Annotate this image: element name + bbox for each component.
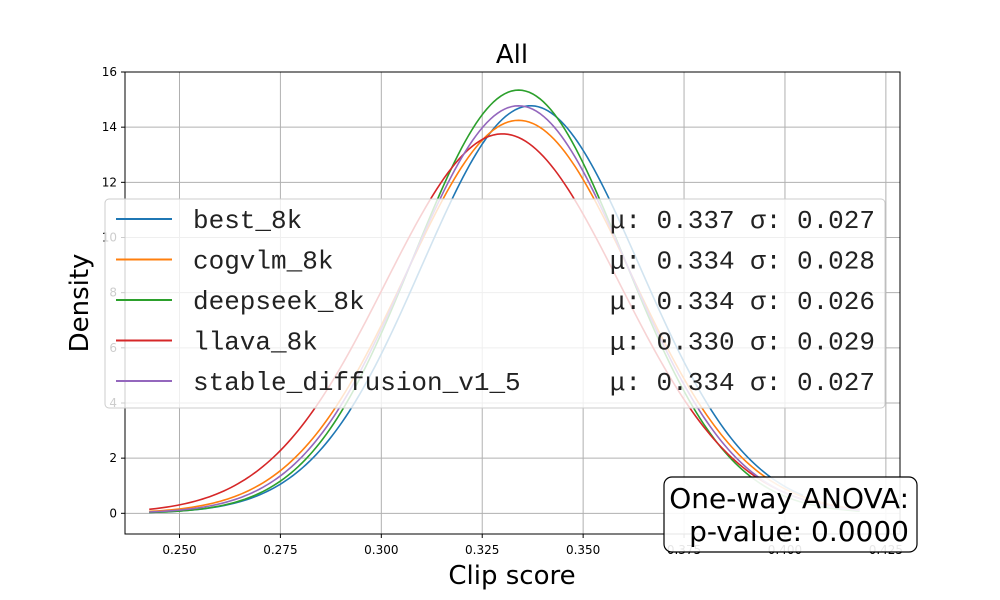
x-tick-label: 0.275 — [263, 543, 297, 557]
anova-box — [663, 476, 918, 553]
y-tick-label: 16 — [102, 65, 117, 79]
y-tick-label: 2 — [109, 451, 117, 465]
anova-title: One-way ANOVA: — [669, 482, 909, 515]
legend-stats: μ: 0.330 σ: 0.029 — [610, 328, 875, 358]
chart-title: All — [496, 40, 528, 70]
x-tick-label: 0.325 — [465, 543, 499, 557]
density-line-deepseek-8k — [149, 89, 860, 514]
density-line-llava-8k — [149, 133, 860, 511]
legend-stats: μ: 0.334 σ: 0.028 — [610, 247, 875, 277]
legend-label: best_8k — [193, 206, 302, 236]
legend-stats: μ: 0.334 σ: 0.026 — [610, 287, 875, 317]
density-line-stable-diffusion-v1-5 — [149, 104, 860, 513]
x-tick-label: 0.300 — [364, 543, 398, 557]
legend-stats: μ: 0.337 σ: 0.027 — [610, 206, 875, 236]
legend-label: stable_diffusion_v1_5 — [193, 368, 521, 398]
x-tick-label: 0.350 — [566, 543, 600, 557]
y-tick-label: 0 — [109, 506, 117, 520]
x-tick-label: 0.250 — [162, 543, 196, 557]
legend-items: best_8k μ: 0.337 σ: 0.027 cogvlm_8k μ: 0.33… — [116, 206, 875, 398]
legend-stats: μ: 0.334 σ: 0.027 — [610, 368, 875, 398]
legend-label: deepseek_8k — [193, 287, 365, 317]
anova-annotation: One-way ANOVA: p-value: 0.0000 — [663, 476, 918, 553]
density-line-cogvlm-8k — [149, 119, 860, 513]
legend-box — [104, 198, 886, 409]
y-tick-label: 12 — [102, 175, 117, 189]
legend: best_8k μ: 0.337 σ: 0.027 cogvlm_8k μ: 0.33… — [104, 198, 886, 409]
anova-p-value: p-value: 0.0000 — [689, 515, 909, 548]
density-curves — [149, 89, 860, 514]
y-tick-label: 14 — [102, 120, 117, 134]
y-axis-label: Density — [65, 254, 95, 353]
legend-label: llava_8k — [193, 328, 318, 358]
x-axis-label: Clip score — [448, 561, 575, 591]
legend-label: cogvlm_8k — [193, 247, 333, 277]
